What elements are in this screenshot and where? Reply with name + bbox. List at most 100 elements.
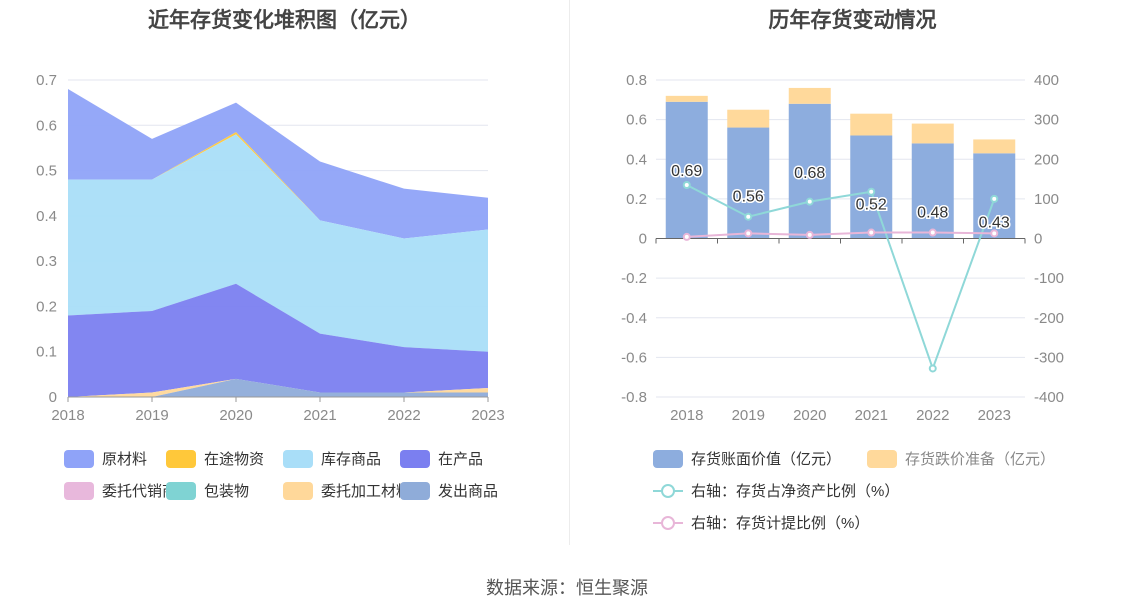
x-tick-label: 2023 [978, 407, 1011, 424]
y2-tick-label: 300 [1034, 112, 1059, 129]
legend-swatch [653, 514, 683, 532]
legend-label: 右轴：存货占净资产比例（%） [691, 483, 900, 500]
point-net-asset-ratio [805, 197, 814, 206]
legend-item[interactable]: 委托加工材料 [283, 480, 411, 501]
y-tick-label: 0.2 [36, 298, 57, 315]
legend-swatch [64, 481, 94, 500]
y-tick-label: 0.3 [36, 253, 57, 270]
y2-tick-label: 0 [1034, 231, 1042, 248]
x-tick-label: 2019 [135, 407, 168, 424]
y-tick-label: 0.6 [626, 112, 647, 129]
bar-value-label: 0.48 [917, 204, 948, 221]
legend-item[interactable]: 右轴：存货计提比例（%） [653, 512, 869, 533]
area-委托加工材料 [68, 378, 488, 397]
area-layers [68, 89, 488, 397]
bar-book-value [665, 101, 708, 239]
legend-swatch [64, 449, 94, 468]
bar-value-label: 0.43 [979, 214, 1010, 231]
legend-label: 存货账面价值（亿元） [691, 451, 842, 468]
x-tick-label: 2018 [670, 407, 703, 424]
legend-swatch [166, 481, 196, 500]
x-tick-label: 2021 [303, 407, 336, 424]
bar-value-label: 0.68 [794, 165, 825, 182]
legend-item[interactable]: 存货跌价准备（亿元） [867, 448, 1055, 469]
area-在产品 [68, 283, 488, 397]
legend-swatch [867, 449, 897, 468]
bar-impairment [788, 87, 831, 104]
legend-swatch [653, 482, 683, 500]
legend-swatch [166, 449, 196, 468]
legend-item[interactable]: 在途物资 [166, 448, 264, 469]
y-tick-label: 0.7 [36, 72, 57, 89]
left-chart-title: 近年存货变化堆积图（亿元） [148, 9, 421, 32]
y-tick-label: 0 [49, 389, 57, 406]
panel-divider [569, 0, 570, 545]
legend-item[interactable]: 原材料 [64, 448, 147, 469]
point-provision-ratio [682, 232, 691, 241]
legend-label: 在途物资 [204, 451, 265, 468]
x-tick-label: 2023 [471, 407, 504, 424]
y-tick-label: 0.6 [36, 117, 57, 134]
bar-impairment [850, 113, 893, 136]
legend-swatch [400, 481, 430, 500]
bar-impairment [973, 139, 1016, 154]
point-provision-ratio [805, 230, 814, 239]
point-provision-ratio [744, 229, 753, 238]
x-tick-label: 2020 [793, 407, 826, 424]
bar-book-value [911, 143, 954, 239]
area-发出商品 [68, 378, 488, 397]
legend-swatch [400, 449, 430, 468]
legend-item[interactable]: 包装物 [166, 480, 249, 501]
bar-line-chart: -0.8 -0.6 -0.4 -0.2 0 0.2 0.4 0.6 0.8 -400 -300 -20… [621, 72, 1064, 424]
y-tick-label: -0.8 [621, 389, 647, 406]
x-tick-label: 2022 [387, 407, 420, 424]
legend-item[interactable]: 发出商品 [400, 480, 498, 501]
bar-value-label: 0.56 [733, 189, 764, 206]
point-net-asset-ratio [682, 181, 691, 190]
y-tick-label: 0.8 [626, 72, 647, 89]
x-tick-label: 2018 [51, 407, 84, 424]
legend-label: 库存商品 [321, 451, 382, 468]
legend-item[interactable]: 存货账面价值（亿元） [653, 448, 841, 469]
legend-label: 委托加工材料 [321, 483, 412, 500]
bar-book-value [727, 127, 770, 239]
right-chart-title: 历年存货变动情况 [768, 9, 937, 32]
legend-item[interactable]: 库存商品 [283, 448, 381, 469]
y-tick-label: 0.5 [36, 163, 57, 180]
line-net-asset-ratio [686, 184, 996, 372]
point-provision-ratio [928, 228, 937, 237]
line-provision-ratio [686, 231, 995, 238]
point-net-asset-ratio [990, 194, 999, 203]
legend-label: 在产品 [438, 451, 484, 468]
y-tick-label: 0 [639, 231, 647, 248]
point-net-asset-ratio [744, 212, 753, 221]
area-库存商品 [68, 134, 488, 352]
bar-book-value [850, 135, 893, 239]
y2-tick-label: -400 [1034, 389, 1064, 406]
point-net-asset-ratio [867, 187, 876, 196]
y2-tick-label: 200 [1034, 151, 1059, 168]
y-tick-label: 0.4 [36, 208, 57, 225]
bar-book-value [788, 103, 831, 239]
right-chart-panel: 历年存货变动情况 -0.8 -0.6 -0.4 -0.2 0 0.2 0.4 0.6 0.8 -4… [571, 0, 1134, 560]
y-tick-label: 0.1 [36, 344, 57, 361]
point-provision-ratio [990, 229, 999, 238]
y2-tick-label: 100 [1034, 191, 1059, 208]
legend-item[interactable]: 右轴：存货占净资产比例（%） [653, 480, 899, 501]
legend-swatch [283, 481, 313, 500]
bar-impairment [665, 95, 708, 102]
y2-tick-label: -300 [1034, 349, 1064, 366]
legend-swatch [653, 449, 683, 468]
legend-label: 包装物 [204, 483, 250, 500]
y-tick-label: 0.2 [626, 191, 647, 208]
x-tick-label: 2021 [855, 407, 888, 424]
area-原材料 [68, 89, 488, 239]
y-tick-label: -0.2 [621, 270, 647, 287]
legend-label: 发出商品 [438, 483, 499, 500]
legend-item[interactable]: 在产品 [400, 448, 483, 469]
bar-impairment [727, 109, 770, 128]
y2-tick-label: -100 [1034, 270, 1064, 287]
y-tick-label: -0.6 [621, 349, 647, 366]
y2-tick-label: 400 [1034, 72, 1059, 89]
x-tick-label: 2019 [732, 407, 765, 424]
